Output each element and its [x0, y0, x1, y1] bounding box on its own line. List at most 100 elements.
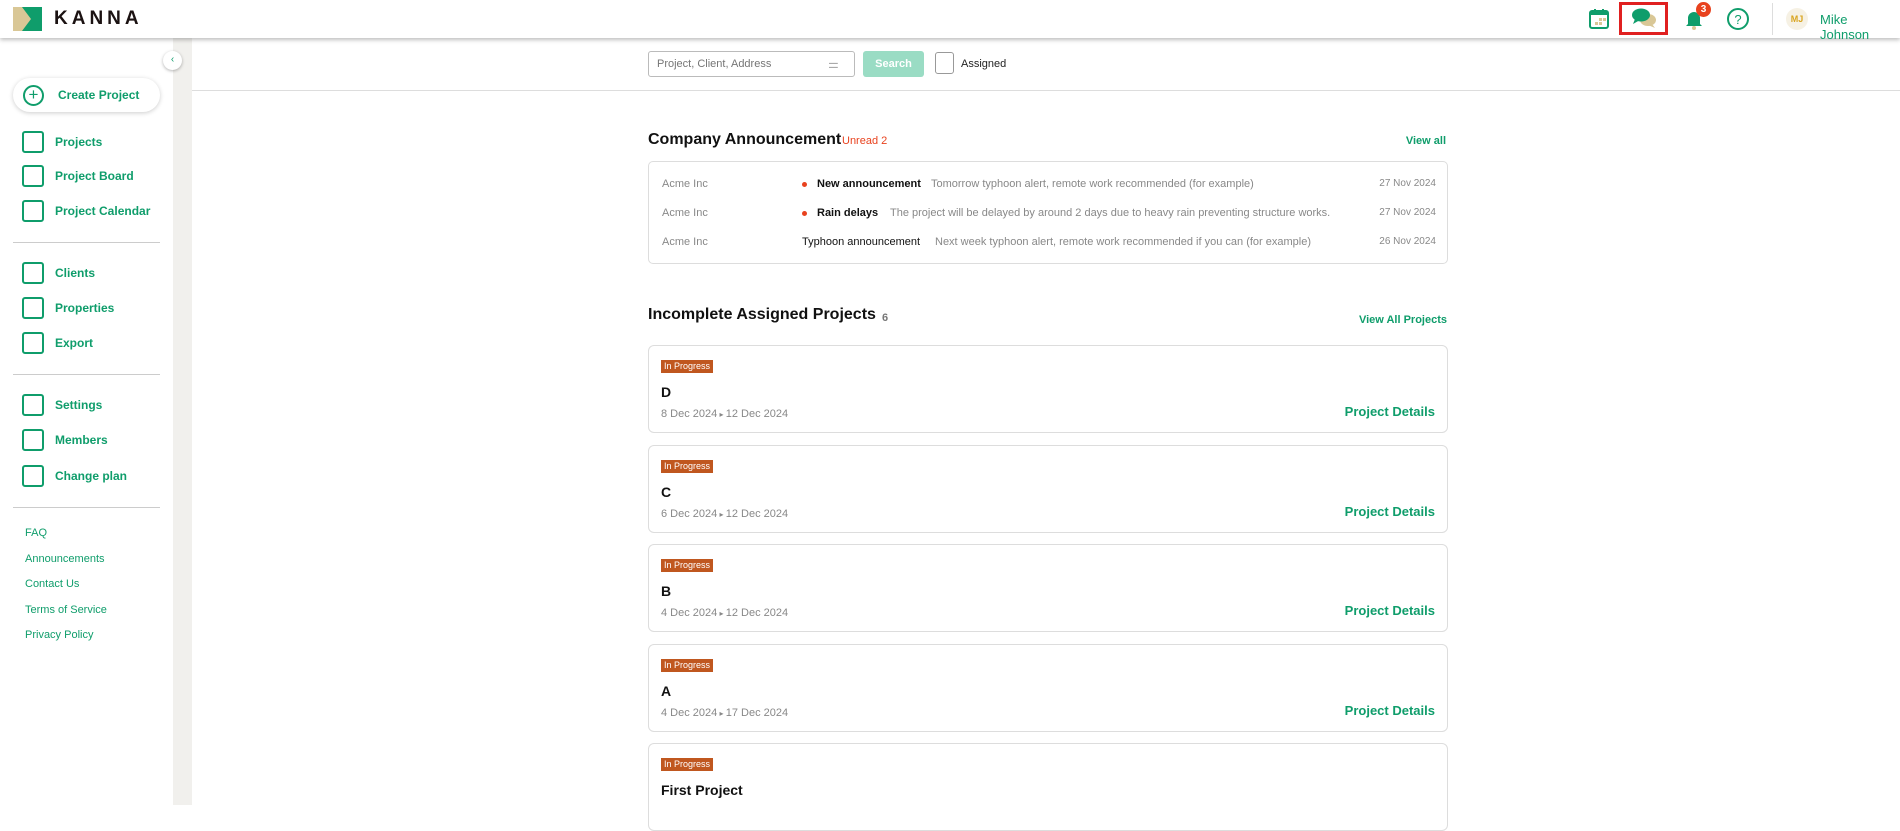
- projects-heading: Incomplete Assigned Projects: [648, 306, 876, 323]
- status-badge: In Progress: [661, 559, 714, 572]
- sidebar-item-label: Members: [55, 433, 108, 447]
- project-card[interactable]: In Progress D 8 Dec 2024 ▸ 12 Dec 2024 Proj…: [648, 345, 1448, 433]
- announcement-title[interactable]: New announcement: [817, 178, 921, 190]
- end-date: 12 Dec 2024: [725, 607, 789, 619]
- assigned-checkbox[interactable]: [935, 52, 954, 74]
- logo-text: KANNA: [54, 8, 143, 29]
- announcement-date: 26 Nov 2024: [1379, 236, 1436, 247]
- sidebar-item-label: Clients: [55, 266, 96, 280]
- announcement-company: Acme Inc: [662, 178, 708, 190]
- project-details-link[interactable]: Project Details: [1344, 603, 1435, 618]
- sidebar-item-project-calendar[interactable]: Project Calendar: [22, 199, 150, 223]
- announcement-list: Acme Inc New announcement Tomorrow typhoon…: [648, 161, 1448, 264]
- property-icon: [22, 297, 44, 319]
- calendar-icon: [22, 200, 44, 222]
- sidebar-item-label: Projects: [55, 135, 103, 149]
- end-date: 12 Dec 2024: [725, 408, 789, 420]
- start-date: 8 Dec 2024: [661, 408, 718, 420]
- svg-text:?: ?: [1734, 12, 1741, 27]
- footer-link-faq[interactable]: FAQ: [25, 527, 48, 539]
- chat-icon[interactable]: [1630, 6, 1658, 30]
- view-all-announcements-link[interactable]: View all: [1405, 135, 1446, 147]
- project-count: 6: [882, 312, 889, 324]
- search-button[interactable]: Search: [863, 51, 924, 77]
- start-date: 6 Dec 2024: [661, 507, 718, 520]
- sidebar-item-settings[interactable]: Settings: [22, 393, 102, 417]
- announcement-date: 27 Nov 2024: [1379, 207, 1436, 218]
- project-details-link[interactable]: Project Details: [1344, 702, 1435, 718]
- project-dates: 4 Dec 2024 ▸ 12 Dec 2024: [661, 607, 788, 619]
- chat-button-highlight[interactable]: [1619, 2, 1668, 35]
- status-badge: In Progress: [661, 658, 714, 672]
- announcement-row[interactable]: Acme Inc Rain delays The project will be d…: [649, 207, 1449, 227]
- announcement-heading: Company Announcement: [648, 131, 842, 148]
- sidebar-item-clients[interactable]: Clients: [22, 261, 95, 285]
- project-name: B: [661, 583, 672, 599]
- sidebar-item-members[interactable]: Members: [22, 428, 108, 452]
- announcement-row[interactable]: Acme Inc Typhoon announcement Next week ty…: [649, 236, 1449, 256]
- announcement-title[interactable]: Typhoon announcement: [802, 236, 921, 248]
- footer-link-contact-us[interactable]: Contact Us: [25, 578, 80, 590]
- announcement-title[interactable]: Rain delays: [817, 207, 879, 219]
- collapse-sidebar-button[interactable]: ‹: [163, 51, 182, 70]
- start-date: 4 Dec 2024: [661, 607, 718, 619]
- view-all-projects-link[interactable]: View All Projects: [1358, 314, 1447, 326]
- project-dates: 6 Dec 2024 ▸ 12 Dec 2024: [661, 508, 788, 520]
- unread-count: Unread 2: [842, 135, 888, 147]
- footer-link-privacy-policy[interactable]: Privacy Policy: [25, 629, 94, 641]
- sidebar-item-label: Export: [55, 336, 94, 350]
- logo-mark: [13, 7, 42, 31]
- start-date: 4 Dec 2024: [661, 706, 718, 719]
- sidebar-item-change-plan[interactable]: Change plan: [22, 464, 127, 488]
- unread-dot: [802, 211, 807, 216]
- filter-icon[interactable]: ⚌: [828, 57, 839, 71]
- status-badge: In Progress: [661, 459, 714, 473]
- calendar-icon[interactable]: [1587, 7, 1611, 31]
- project-card[interactable]: In Progress C 6 Dec 2024 ▸ 12 Dec 2024 Proj…: [648, 444, 1448, 533]
- sidebar-item-properties[interactable]: Properties: [22, 296, 114, 320]
- sidebar-item-export[interactable]: Export: [22, 331, 93, 355]
- kanna-logo[interactable]: KANNA: [13, 7, 143, 31]
- status-badge: In Progress: [661, 360, 714, 373]
- clipboard-check-icon: [22, 465, 44, 487]
- footer-link-terms-of-service[interactable]: Terms of Service: [25, 604, 107, 616]
- unread-dot: [802, 182, 807, 187]
- user-name[interactable]: Mike Johnson: [1820, 12, 1870, 42]
- project-card[interactable]: In Progress A 4 Dec 2024 ▸ 17 Dec 2024 Proj…: [648, 643, 1448, 732]
- project-card[interactable]: In Progress B 4 Dec 2024 ▸ 12 Dec 2024 Proj…: [648, 544, 1448, 632]
- footer-link-announcements[interactable]: Announcements: [25, 553, 105, 565]
- search-input[interactable]: [648, 51, 855, 77]
- export-icon: [22, 332, 44, 354]
- announcement-body: The project will be delayed by around 2 …: [890, 207, 1331, 219]
- arrow-right-icon: ▸: [717, 410, 726, 419]
- sidebar-divider: [13, 242, 160, 243]
- end-date: 12 Dec 2024: [725, 507, 789, 520]
- avatar[interactable]: MJ: [1786, 8, 1808, 30]
- assigned-label: Assigned: [961, 58, 1007, 70]
- help-icon[interactable]: ?: [1726, 7, 1750, 31]
- project-card[interactable]: In Progress First Project: [648, 743, 1448, 831]
- sidebar-item-project-board[interactable]: Project Board: [22, 164, 134, 188]
- announcement-company: Acme Inc: [662, 207, 708, 219]
- create-project-button[interactable]: + Create Project: [13, 78, 160, 112]
- project-details-link[interactable]: Project Details: [1344, 503, 1435, 519]
- project-dates: 4 Dec 2024 ▸ 17 Dec 2024: [661, 707, 788, 719]
- sidebar-gutter: [173, 38, 192, 805]
- header-divider: [1772, 3, 1773, 35]
- project-details-link[interactable]: Project Details: [1344, 404, 1435, 419]
- sidebar-item-label: Properties: [55, 301, 115, 315]
- board-icon: [22, 165, 44, 187]
- project-name: First Project: [661, 782, 743, 798]
- project-name: A: [661, 682, 672, 699]
- announcement-date: 27 Nov 2024: [1379, 178, 1436, 189]
- end-date: 17 Dec 2024: [725, 706, 789, 719]
- sidebar-item-label: Settings: [55, 398, 103, 412]
- announcement-row[interactable]: Acme Inc New announcement Tomorrow typhoon…: [649, 178, 1449, 198]
- announcement-body: Tomorrow typhoon alert, remote work reco…: [931, 178, 1254, 190]
- sidebar-item-label: Project Board: [55, 169, 134, 183]
- announcement-body: Next week typhoon alert, remote work rec…: [935, 236, 1311, 248]
- person-icon: [22, 429, 44, 451]
- sidebar-item-label: Change plan: [55, 469, 128, 483]
- notification-badge: 3: [1696, 2, 1711, 17]
- sidebar-item-projects[interactable]: Projects: [22, 130, 102, 154]
